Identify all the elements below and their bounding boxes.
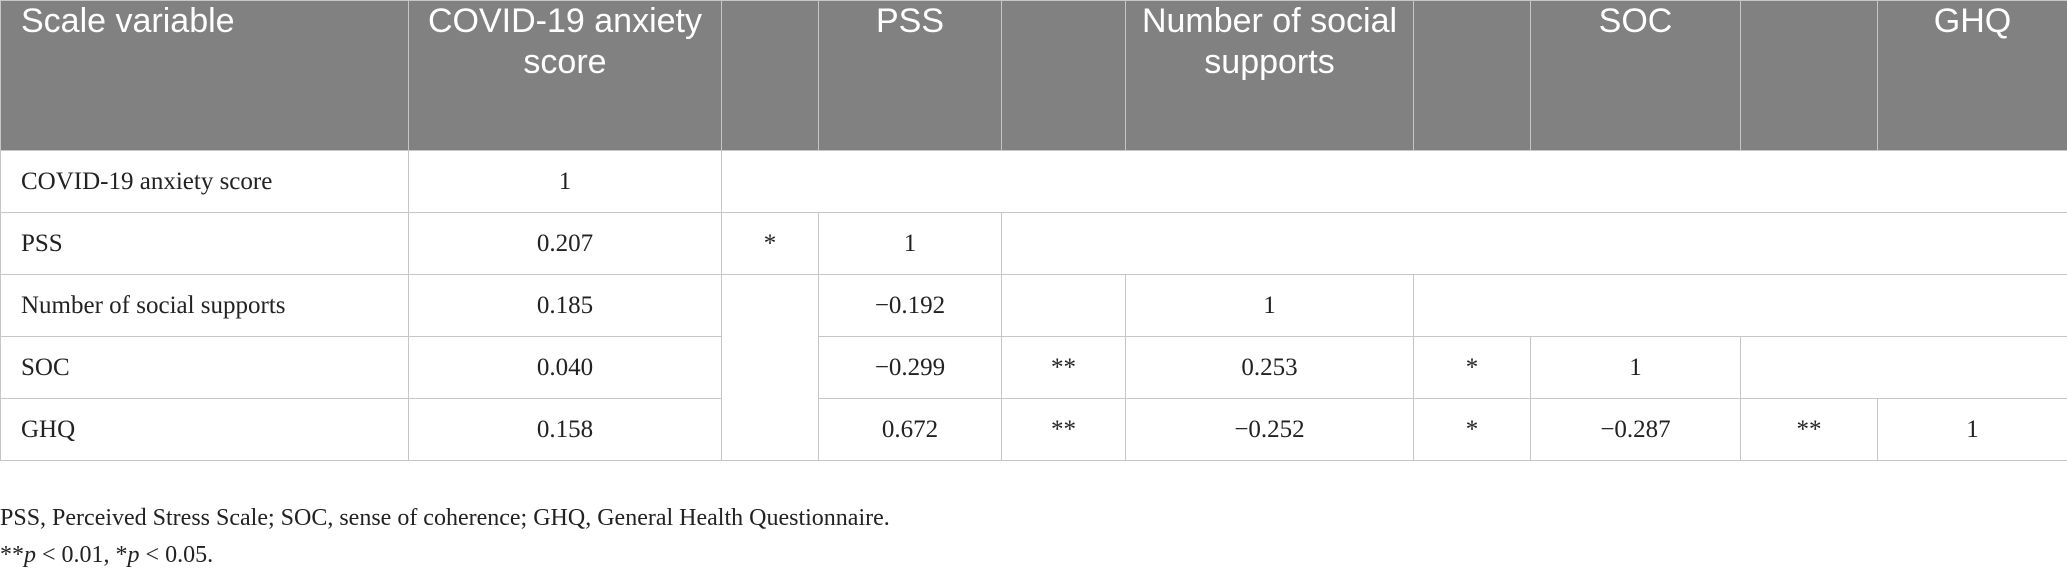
cell-social: 0.253 xyxy=(1125,336,1414,399)
empty-cell xyxy=(1413,274,2067,337)
cell-pss-sig: ** xyxy=(1001,398,1126,461)
table-footnotes: PSS, Perceived Stress Scale; SOC, sense … xyxy=(0,500,890,574)
sig-stars: ** xyxy=(0,542,24,568)
cell-anxiety: 0.158 xyxy=(408,398,722,461)
table-row: Number of social supports 0.185 −0.192 1 xyxy=(0,274,2067,461)
row-label: SOC xyxy=(0,336,409,399)
empty-cell xyxy=(721,274,819,461)
row-label: PSS xyxy=(0,212,409,275)
row-label: Number of social supports xyxy=(0,274,409,337)
cell-social: −0.252 xyxy=(1125,398,1414,461)
table-row: COVID-19 anxiety score 1 xyxy=(0,150,2067,213)
row-label: COVID-19 anxiety score xyxy=(0,150,409,213)
sig-text-1: < 0.01, * xyxy=(36,542,128,568)
header-ghq: GHQ xyxy=(1877,0,2067,151)
cell-pss: −0.192 xyxy=(818,274,1002,337)
row-label: GHQ xyxy=(0,398,409,461)
cell-pss: −0.299 xyxy=(818,336,1002,399)
cell-soc: −0.287 xyxy=(1530,398,1741,461)
cell-pss-sig: ** xyxy=(1001,336,1126,399)
cell-anxiety-sig: * xyxy=(721,212,819,275)
footnote-abbreviations: PSS, Perceived Stress Scale; SOC, sense … xyxy=(0,505,890,531)
cell-anxiety: 0.185 xyxy=(408,274,722,337)
empty-cell xyxy=(1001,212,2067,275)
header-sig-4 xyxy=(1740,0,1878,151)
p-symbol: p xyxy=(24,542,36,568)
header-row: Scale variable COVID-19 anxiety score PS… xyxy=(0,0,2067,151)
cell-soc: 1 xyxy=(1530,336,1741,399)
table-row: SOC 0.040 −0.299 ** 0.253 * 1 xyxy=(0,336,2067,399)
cell-social-sig: * xyxy=(1413,336,1531,399)
p-symbol: p xyxy=(127,542,140,568)
cell-pss: 1 xyxy=(818,212,1002,275)
empty-cell xyxy=(721,150,2067,213)
cell-social-sig: * xyxy=(1413,398,1531,461)
table-row: PSS 0.207 * 1 xyxy=(0,212,2067,275)
cell-social: 1 xyxy=(1125,274,1414,337)
empty-cell xyxy=(1740,336,2067,399)
header-sig-1 xyxy=(721,0,819,151)
header-covid-anxiety: COVID-19 anxiety score xyxy=(408,0,722,151)
header-soc: SOC xyxy=(1530,0,1741,151)
cell-soc-sig: ** xyxy=(1740,398,1878,461)
sig-text-2: < 0.05. xyxy=(139,542,214,568)
empty-cell xyxy=(1001,274,1126,337)
cell-anxiety: 0.040 xyxy=(408,336,722,399)
footnote-significance: **p < 0.01, *p < 0.05. xyxy=(0,537,890,574)
header-sig-2 xyxy=(1001,0,1126,151)
correlation-table: Scale variable COVID-19 anxiety score PS… xyxy=(0,0,2067,461)
table-row: GHQ 0.158 0.672 ** −0.252 * −0.287 ** 1 xyxy=(0,398,2067,461)
header-scale-variable: Scale variable xyxy=(0,0,409,151)
header-sig-3 xyxy=(1413,0,1531,151)
cell-pss: 0.672 xyxy=(818,398,1002,461)
header-social-supports: Number of social supports xyxy=(1125,0,1414,151)
cell-anxiety: 0.207 xyxy=(408,212,722,275)
cell-anxiety: 1 xyxy=(408,150,722,213)
header-pss: PSS xyxy=(818,0,1002,151)
cell-ghq: 1 xyxy=(1877,398,2067,461)
